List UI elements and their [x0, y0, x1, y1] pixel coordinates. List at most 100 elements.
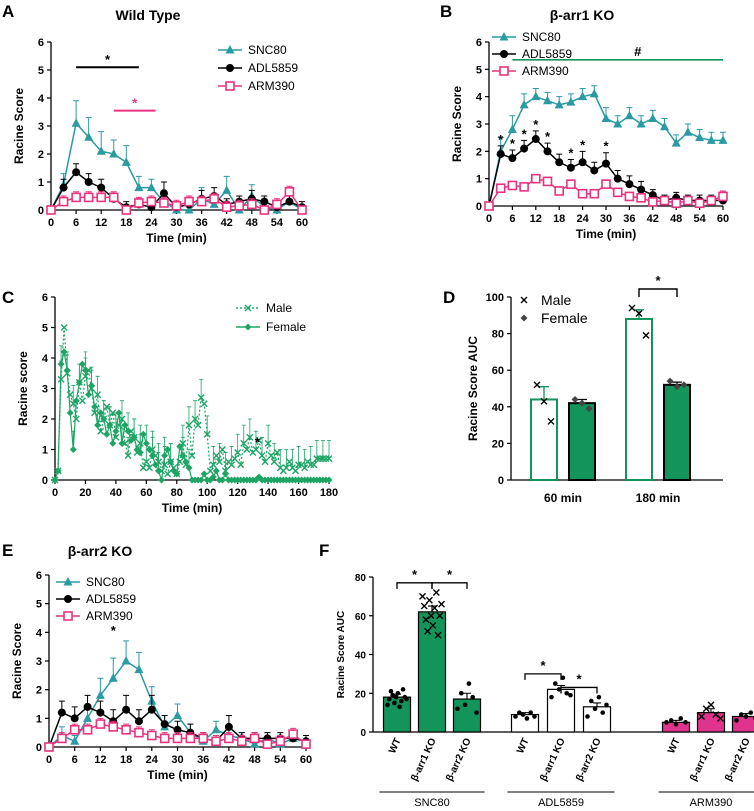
data-point-arm390	[69, 724, 80, 735]
data-point-arm390	[185, 733, 196, 744]
data-point-male	[197, 394, 205, 402]
dot	[743, 714, 749, 719]
dot	[388, 689, 394, 694]
legend-marker	[226, 64, 234, 72]
significance-star: *	[533, 117, 539, 132]
significance-star: *	[412, 567, 418, 582]
data-point-adl5859	[134, 717, 143, 726]
category-label: WT	[515, 737, 532, 756]
data-point-female	[209, 473, 217, 481]
y-tick-label: 60	[492, 365, 504, 377]
data-point-female	[173, 470, 181, 478]
panel-label: A	[2, 2, 14, 21]
data-point-snc80	[184, 205, 194, 214]
data-point-female	[60, 348, 68, 356]
data-point-male	[124, 452, 132, 460]
bar-male	[530, 398, 558, 482]
data-point-male	[215, 458, 223, 466]
data-point-male	[97, 427, 105, 435]
error-bar	[186, 406, 191, 426]
y-tick-label: 6	[476, 37, 482, 49]
data-point-female	[142, 439, 150, 447]
data-point-snc80	[108, 673, 118, 682]
dot-female	[578, 399, 586, 407]
data-point-arm390	[57, 733, 67, 744]
data-point-female	[145, 446, 153, 453]
y-tick-label: 20	[355, 689, 367, 700]
x-axis-label: Time (min)	[146, 231, 206, 245]
data-point-arm390	[147, 730, 157, 741]
data-point-arm390	[82, 724, 93, 735]
legend-label: Female	[541, 310, 588, 326]
dot	[664, 720, 669, 725]
dot-female	[666, 377, 674, 385]
data-point-arm390	[262, 739, 273, 749]
y-tick-label: 4	[38, 93, 45, 105]
x-tick-label: 80	[171, 487, 183, 499]
x-tick-label: 18	[553, 213, 565, 225]
dot	[466, 681, 472, 686]
dot	[419, 592, 426, 600]
dot	[459, 690, 464, 696]
significance-star: *	[447, 567, 453, 582]
y-tick-label: 80	[355, 573, 367, 584]
data-point-arm390	[211, 736, 221, 747]
data-point-male	[139, 464, 147, 472]
data-point-adl5859	[496, 150, 505, 159]
data-point-female	[176, 442, 184, 450]
dot	[393, 694, 399, 700]
panel-label: F	[319, 541, 329, 560]
error-bar	[463, 692, 471, 700]
significance-star: *	[603, 139, 609, 154]
data-point-arm390	[184, 196, 194, 207]
panel-d: D 0 20 40 60 80 100 Racine Score AUC 60 min 180 m…	[443, 273, 723, 505]
data-point-snc80	[554, 99, 564, 109]
error-bar	[229, 446, 234, 465]
data-point-male	[142, 458, 150, 466]
data-point-female	[112, 427, 120, 435]
dot	[386, 696, 392, 702]
legend-label: Male	[266, 301, 292, 315]
y-axis-label: Racine score	[16, 351, 30, 426]
data-point-male	[261, 458, 269, 466]
panel-label: E	[2, 541, 13, 560]
data-point-arm390	[71, 192, 81, 203]
category-label: β-arr1 KO	[538, 736, 568, 783]
legend-label: ADL5859	[248, 61, 298, 75]
dot	[470, 694, 476, 700]
x-axis-label: Time (min)	[576, 227, 636, 241]
data-point-female	[130, 433, 138, 441]
y-tick-label: 5	[476, 64, 482, 76]
data-point-arm390	[159, 733, 170, 744]
legend-label: ADL5859	[86, 592, 136, 606]
x-tick-label: 24	[145, 217, 158, 229]
data-point-male	[185, 421, 193, 429]
x-tick-label: 30	[170, 217, 182, 229]
data-point-adl5859	[84, 178, 93, 186]
x-tick-label: 24	[146, 754, 159, 766]
data-point-male	[252, 446, 260, 453]
legend-marker	[520, 314, 528, 322]
sig-bracket	[638, 288, 678, 297]
data-point-snc80	[222, 185, 232, 194]
data-point-female	[164, 446, 172, 453]
error-bar	[278, 449, 283, 468]
data-point-snc80	[209, 199, 219, 208]
data-point-arm390	[647, 197, 658, 207]
data-point-arm390	[44, 742, 54, 752]
x-tick-label: 0	[46, 754, 52, 766]
category-label: β-arr1 KO	[688, 736, 718, 783]
legend-marker	[499, 32, 509, 41]
legend-label: SNC80	[86, 575, 125, 589]
data-point-arm390	[236, 736, 247, 747]
y-axis-label: Racine Score	[12, 88, 26, 164]
data-point-arm390	[671, 198, 682, 209]
data-point-male	[246, 433, 254, 441]
x-tick-label: 6	[509, 213, 515, 225]
dot	[707, 701, 715, 709]
error-bar	[211, 446, 216, 465]
data-point-female	[118, 439, 126, 447]
data-point-arm390	[171, 201, 182, 211]
